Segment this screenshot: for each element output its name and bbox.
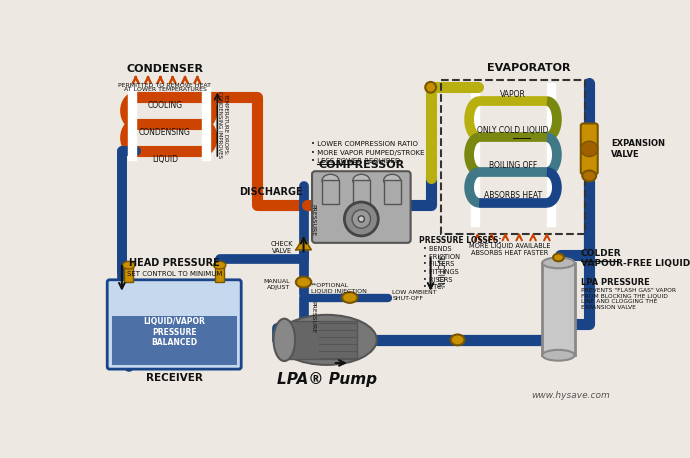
Bar — [112, 316, 237, 365]
Text: PRESSURE: PRESSURE — [310, 204, 315, 237]
Text: PRESSURE: PRESSURE — [310, 301, 315, 333]
Ellipse shape — [296, 277, 311, 288]
Text: CONDENSER: CONDENSER — [126, 64, 204, 74]
Text: SET CONTROL TO MINIMUM: SET CONTROL TO MINIMUM — [126, 272, 222, 278]
Text: COLDER
VAPOUR-FREE LIQUID: COLDER VAPOUR-FREE LIQUID — [581, 249, 690, 268]
Text: • LOWER COMPRESSION RATIO: • LOWER COMPRESSION RATIO — [311, 141, 418, 147]
Text: LPA PRESSURE: LPA PRESSURE — [581, 278, 649, 287]
Bar — [384, 180, 401, 203]
Bar — [202, 87, 210, 160]
Ellipse shape — [451, 334, 464, 345]
Text: LPA® Pump: LPA® Pump — [277, 372, 377, 387]
Text: COMPRESSOR: COMPRESSOR — [318, 160, 404, 170]
Text: CONDENSING: CONDENSING — [139, 128, 191, 137]
Text: **OPTIONAL
LIQUID INJECTION: **OPTIONAL LIQUID INJECTION — [311, 283, 367, 294]
Text: • FITTINGS: • FITTINGS — [423, 269, 459, 275]
Ellipse shape — [384, 174, 401, 186]
Text: • MORE VAPOR PUMPED/STROKE: • MORE VAPOR PUMPED/STROKE — [311, 150, 425, 156]
Text: HEAD PRESSURE: HEAD PRESSURE — [129, 258, 219, 268]
Text: ONLY COLD LIQUID: ONLY COLD LIQUID — [477, 126, 549, 135]
FancyBboxPatch shape — [107, 280, 242, 369]
Bar — [215, 265, 224, 282]
Text: CHECK
VALVE: CHECK VALVE — [270, 241, 293, 254]
FancyBboxPatch shape — [581, 124, 598, 174]
Bar — [322, 180, 339, 203]
Text: RECEIVER: RECEIVER — [146, 373, 203, 383]
Bar — [471, 83, 479, 226]
FancyBboxPatch shape — [312, 171, 411, 243]
Text: PREVENTS "FLASH GAS" VAPOR
FROM BLOCKING THE LIQUID
LINE AND CLOGGING THE
EXPANS: PREVENTS "FLASH GAS" VAPOR FROM BLOCKING… — [581, 288, 676, 310]
Ellipse shape — [342, 292, 357, 303]
Text: COOLING: COOLING — [148, 101, 183, 110]
Text: MORE LIQUID AVAILABLE
ABSORBS HEAT FASTER: MORE LIQUID AVAILABLE ABSORBS HEAT FASTE… — [469, 243, 551, 256]
Ellipse shape — [213, 262, 226, 269]
Text: MANUAL
ADJUST: MANUAL ADJUST — [263, 279, 290, 290]
Text: www.hysave.com: www.hysave.com — [531, 391, 610, 400]
Text: DISCHARGE: DISCHARGE — [239, 187, 303, 197]
Text: • RISERS: • RISERS — [423, 277, 453, 283]
Ellipse shape — [322, 174, 339, 186]
Ellipse shape — [542, 350, 575, 360]
Text: TEMPERATURE DROPS:
CONDENSING IMPROVES: TEMPERATURE DROPS: CONDENSING IMPROVES — [217, 91, 228, 158]
Text: LIQUID/VAPOR
PRESSURE
BALANCED: LIQUID/VAPOR PRESSURE BALANCED — [144, 317, 205, 347]
Text: LOW AMBIENT
SHUT-OFF: LOW AMBIENT SHUT-OFF — [392, 290, 437, 300]
Text: • LESS POWER REQUIRED: • LESS POWER REQUIRED — [311, 158, 400, 164]
Circle shape — [425, 82, 436, 93]
Ellipse shape — [123, 262, 135, 269]
Text: PRESSURE LOSSES:: PRESSURE LOSSES: — [419, 236, 502, 245]
Text: VAPOR: VAPOR — [500, 90, 526, 99]
Ellipse shape — [582, 170, 596, 181]
Ellipse shape — [277, 315, 377, 365]
Bar — [124, 265, 133, 282]
Bar — [288, 321, 357, 359]
Bar — [353, 180, 370, 203]
Text: • ETC.: • ETC. — [423, 284, 444, 290]
Text: PERMITTED TO REMOVE HEAT: PERMITTED TO REMOVE HEAT — [119, 83, 211, 87]
Text: • FRICTION: • FRICTION — [423, 254, 460, 260]
Text: AT LOWER TEMPERATURES: AT LOWER TEMPERATURES — [124, 87, 206, 93]
Bar — [547, 83, 555, 226]
Text: • FILTERS: • FILTERS — [423, 262, 454, 267]
Text: SUCTION: SUCTION — [435, 254, 444, 288]
Ellipse shape — [553, 254, 564, 262]
Text: BOILING OFF: BOILING OFF — [489, 161, 537, 170]
Bar — [128, 87, 136, 160]
Circle shape — [344, 202, 378, 236]
Ellipse shape — [542, 257, 575, 268]
Text: • BENDS: • BENDS — [423, 246, 451, 252]
Ellipse shape — [273, 319, 295, 361]
Bar — [441, 80, 585, 234]
Text: EXPANSION
VALVE: EXPANSION VALVE — [611, 139, 664, 158]
Text: LIQUID: LIQUID — [152, 155, 178, 164]
Text: ABSORBS HEAT: ABSORBS HEAT — [484, 191, 542, 201]
Ellipse shape — [353, 174, 370, 186]
Circle shape — [358, 216, 364, 222]
Ellipse shape — [581, 141, 598, 157]
Polygon shape — [296, 237, 311, 250]
Bar — [542, 263, 575, 355]
Circle shape — [352, 210, 371, 228]
Text: EVAPORATOR: EVAPORATOR — [486, 64, 570, 73]
